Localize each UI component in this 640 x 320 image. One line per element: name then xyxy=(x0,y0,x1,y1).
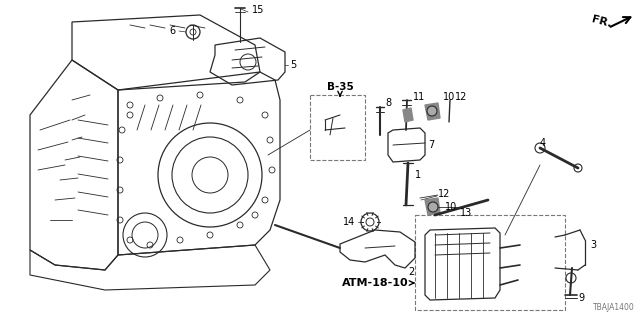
Text: ATM-18-10: ATM-18-10 xyxy=(342,278,408,288)
Text: TBAJA1400: TBAJA1400 xyxy=(593,303,635,312)
Circle shape xyxy=(428,202,438,212)
Text: 13: 13 xyxy=(460,208,472,218)
Text: 8: 8 xyxy=(385,98,391,108)
Polygon shape xyxy=(425,198,440,215)
Text: 9: 9 xyxy=(578,293,584,303)
Text: 2: 2 xyxy=(408,267,414,277)
Text: 3: 3 xyxy=(590,240,596,250)
Text: 10: 10 xyxy=(445,202,457,212)
Text: 10: 10 xyxy=(443,92,455,102)
Text: 4: 4 xyxy=(540,138,546,148)
Polygon shape xyxy=(403,108,413,122)
Text: 14: 14 xyxy=(343,217,355,227)
Text: 6: 6 xyxy=(169,26,175,36)
Text: 7: 7 xyxy=(428,140,435,150)
Text: 1: 1 xyxy=(415,170,421,180)
Text: 12: 12 xyxy=(438,189,451,199)
Text: 12: 12 xyxy=(455,92,467,102)
Text: 15: 15 xyxy=(252,5,264,15)
Bar xyxy=(415,215,565,310)
Polygon shape xyxy=(425,103,440,120)
Text: 11: 11 xyxy=(413,92,425,102)
Text: 5: 5 xyxy=(290,60,296,70)
Text: B-35: B-35 xyxy=(326,82,353,92)
Circle shape xyxy=(427,106,437,116)
Bar xyxy=(310,95,365,160)
Text: FR.: FR. xyxy=(590,14,612,29)
